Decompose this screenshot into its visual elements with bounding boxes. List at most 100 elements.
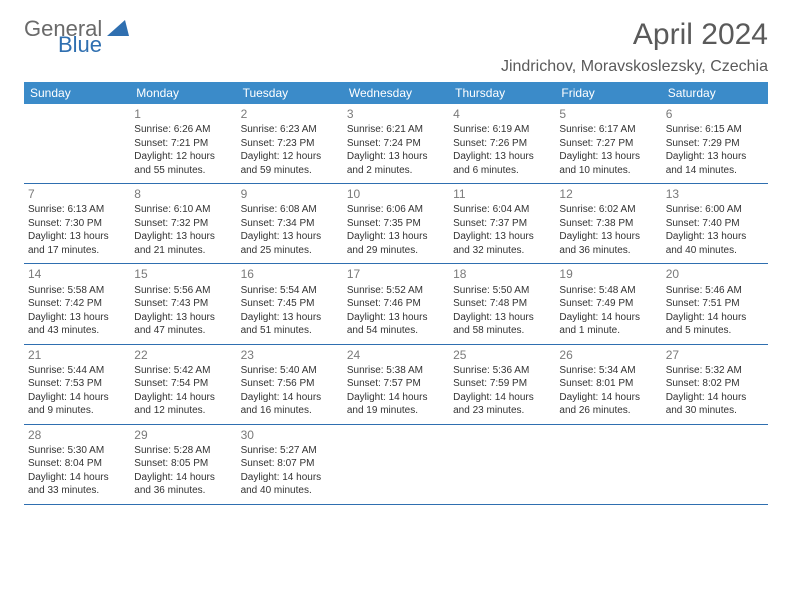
- day-detail: Sunset: 7:38 PM: [559, 217, 657, 231]
- calendar-cell: [662, 424, 768, 504]
- day-detail: Daylight: 13 hours: [559, 230, 657, 244]
- day-number: 12: [559, 186, 657, 202]
- day-detail: Daylight: 14 hours: [666, 311, 764, 325]
- day-detail: and 26 minutes.: [559, 404, 657, 418]
- header: General Blue April 2024 Jindrichov, Mora…: [24, 18, 768, 76]
- day-detail: Daylight: 14 hours: [347, 391, 445, 405]
- day-detail: Sunrise: 5:44 AM: [28, 364, 126, 378]
- day-number: 27: [666, 347, 764, 363]
- day-detail: Sunrise: 6:26 AM: [134, 123, 232, 137]
- calendar-cell: 15Sunrise: 5:56 AMSunset: 7:43 PMDayligh…: [130, 264, 236, 344]
- calendar-cell: 26Sunrise: 5:34 AMSunset: 8:01 PMDayligh…: [555, 344, 661, 424]
- day-detail: Sunset: 7:48 PM: [453, 297, 551, 311]
- day-detail: Sunset: 7:26 PM: [453, 137, 551, 151]
- day-detail: Sunset: 7:46 PM: [347, 297, 445, 311]
- day-detail: and 40 minutes.: [241, 484, 339, 498]
- day-header: Monday: [130, 82, 236, 104]
- day-number: 16: [241, 266, 339, 282]
- day-detail: and 1 minute.: [559, 324, 657, 338]
- logo-text-blue: Blue: [58, 34, 129, 56]
- day-detail: Daylight: 13 hours: [241, 311, 339, 325]
- day-detail: and 59 minutes.: [241, 164, 339, 178]
- day-detail: Sunset: 7:29 PM: [666, 137, 764, 151]
- calendar-week: 7Sunrise: 6:13 AMSunset: 7:30 PMDaylight…: [24, 184, 768, 264]
- calendar-cell: 3Sunrise: 6:21 AMSunset: 7:24 PMDaylight…: [343, 104, 449, 184]
- title-block: April 2024 Jindrichov, Moravskoslezsky, …: [501, 18, 768, 76]
- calendar-table: SundayMondayTuesdayWednesdayThursdayFrid…: [24, 82, 768, 505]
- day-header: Sunday: [24, 82, 130, 104]
- calendar-cell: 4Sunrise: 6:19 AMSunset: 7:26 PMDaylight…: [449, 104, 555, 184]
- day-detail: Daylight: 14 hours: [666, 391, 764, 405]
- day-detail: Sunrise: 5:34 AM: [559, 364, 657, 378]
- day-number: 8: [134, 186, 232, 202]
- calendar-cell: 30Sunrise: 5:27 AMSunset: 8:07 PMDayligh…: [237, 424, 343, 504]
- day-detail: Sunset: 7:57 PM: [347, 377, 445, 391]
- day-detail: Sunset: 8:02 PM: [666, 377, 764, 391]
- day-number: 20: [666, 266, 764, 282]
- calendar-week: 1Sunrise: 6:26 AMSunset: 7:21 PMDaylight…: [24, 104, 768, 184]
- day-number: 11: [453, 186, 551, 202]
- day-detail: Daylight: 13 hours: [666, 150, 764, 164]
- calendar-cell: 16Sunrise: 5:54 AMSunset: 7:45 PMDayligh…: [237, 264, 343, 344]
- day-detail: Daylight: 14 hours: [134, 391, 232, 405]
- day-number: 15: [134, 266, 232, 282]
- day-detail: Sunset: 7:45 PM: [241, 297, 339, 311]
- day-detail: Daylight: 13 hours: [347, 150, 445, 164]
- calendar-cell: 6Sunrise: 6:15 AMSunset: 7:29 PMDaylight…: [662, 104, 768, 184]
- day-detail: Sunrise: 5:40 AM: [241, 364, 339, 378]
- day-detail: and 10 minutes.: [559, 164, 657, 178]
- day-header: Friday: [555, 82, 661, 104]
- day-number: 5: [559, 106, 657, 122]
- day-detail: Daylight: 13 hours: [453, 150, 551, 164]
- day-detail: Sunrise: 5:36 AM: [453, 364, 551, 378]
- day-detail: Sunset: 7:40 PM: [666, 217, 764, 231]
- day-detail: Sunrise: 6:19 AM: [453, 123, 551, 137]
- day-detail: Daylight: 14 hours: [559, 311, 657, 325]
- day-detail: Daylight: 12 hours: [241, 150, 339, 164]
- calendar-cell: 7Sunrise: 6:13 AMSunset: 7:30 PMDaylight…: [24, 184, 130, 264]
- day-number: 26: [559, 347, 657, 363]
- day-detail: Daylight: 14 hours: [241, 471, 339, 485]
- day-detail: and 6 minutes.: [453, 164, 551, 178]
- day-detail: Sunrise: 6:06 AM: [347, 203, 445, 217]
- day-detail: Daylight: 13 hours: [241, 230, 339, 244]
- day-detail: and 47 minutes.: [134, 324, 232, 338]
- day-detail: and 32 minutes.: [453, 244, 551, 258]
- day-detail: and 9 minutes.: [28, 404, 126, 418]
- calendar-cell: 1Sunrise: 6:26 AMSunset: 7:21 PMDaylight…: [130, 104, 236, 184]
- day-number: 6: [666, 106, 764, 122]
- day-detail: Sunset: 8:01 PM: [559, 377, 657, 391]
- day-detail: and 25 minutes.: [241, 244, 339, 258]
- day-number: 14: [28, 266, 126, 282]
- calendar-cell: 8Sunrise: 6:10 AMSunset: 7:32 PMDaylight…: [130, 184, 236, 264]
- day-number: 18: [453, 266, 551, 282]
- day-detail: Sunset: 7:27 PM: [559, 137, 657, 151]
- day-number: 23: [241, 347, 339, 363]
- calendar-cell: 29Sunrise: 5:28 AMSunset: 8:05 PMDayligh…: [130, 424, 236, 504]
- day-detail: and 14 minutes.: [666, 164, 764, 178]
- logo: General Blue: [24, 18, 129, 56]
- day-detail: Sunset: 7:34 PM: [241, 217, 339, 231]
- day-detail: and 5 minutes.: [666, 324, 764, 338]
- day-detail: and 16 minutes.: [241, 404, 339, 418]
- day-detail: Sunrise: 6:02 AM: [559, 203, 657, 217]
- day-detail: Sunrise: 5:50 AM: [453, 284, 551, 298]
- calendar-cell: 5Sunrise: 6:17 AMSunset: 7:27 PMDaylight…: [555, 104, 661, 184]
- month-title: April 2024: [501, 18, 768, 52]
- calendar-cell: 18Sunrise: 5:50 AMSunset: 7:48 PMDayligh…: [449, 264, 555, 344]
- day-detail: Sunrise: 5:30 AM: [28, 444, 126, 458]
- day-detail: Daylight: 14 hours: [453, 391, 551, 405]
- day-detail: Sunset: 7:59 PM: [453, 377, 551, 391]
- day-detail: and 55 minutes.: [134, 164, 232, 178]
- day-detail: and 23 minutes.: [453, 404, 551, 418]
- day-detail: Daylight: 13 hours: [134, 230, 232, 244]
- calendar-cell: 19Sunrise: 5:48 AMSunset: 7:49 PMDayligh…: [555, 264, 661, 344]
- calendar-cell: [343, 424, 449, 504]
- day-detail: Sunrise: 6:04 AM: [453, 203, 551, 217]
- calendar-cell: 13Sunrise: 6:00 AMSunset: 7:40 PMDayligh…: [662, 184, 768, 264]
- calendar-cell: 10Sunrise: 6:06 AMSunset: 7:35 PMDayligh…: [343, 184, 449, 264]
- day-detail: Sunrise: 6:10 AM: [134, 203, 232, 217]
- day-detail: and 29 minutes.: [347, 244, 445, 258]
- calendar-cell: 11Sunrise: 6:04 AMSunset: 7:37 PMDayligh…: [449, 184, 555, 264]
- day-number: 25: [453, 347, 551, 363]
